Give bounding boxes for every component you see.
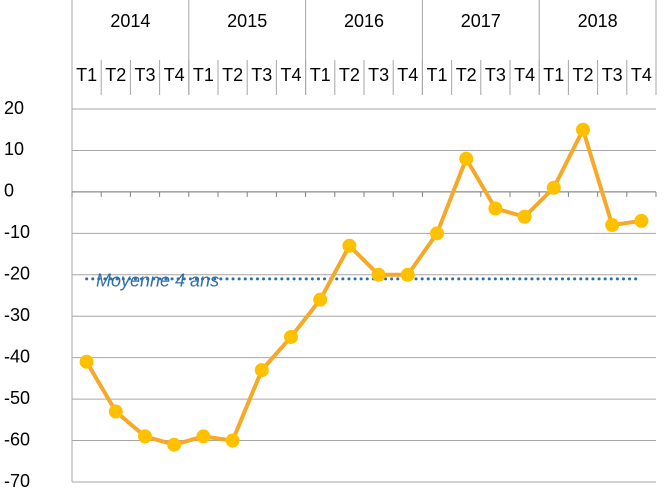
y-tick-label: 20 (4, 98, 24, 118)
quarter-label: T2 (105, 65, 126, 85)
point (108, 404, 123, 419)
point (225, 433, 240, 448)
y-tick-label: -30 (4, 305, 30, 325)
quarter-label: T3 (134, 65, 155, 85)
quarter-label: T3 (368, 65, 389, 85)
point (342, 238, 357, 253)
point (284, 329, 298, 344)
quarter-label: T2 (572, 65, 593, 85)
quarter-label: T4 (280, 65, 301, 85)
y-tick-label: -10 (4, 222, 30, 242)
y-tick-label: -40 (4, 346, 30, 366)
quarter-label: T4 (514, 65, 535, 85)
point (167, 437, 182, 452)
quarter-label: T3 (251, 65, 272, 85)
quarter-label: T1 (543, 65, 564, 85)
point (634, 213, 649, 228)
point (313, 292, 328, 307)
point (517, 209, 532, 224)
year-label: 2018 (578, 11, 618, 31)
point (430, 226, 444, 241)
quarter-label: T1 (76, 65, 97, 85)
quarter-label: T1 (310, 65, 331, 85)
quarter-label: T2 (339, 65, 360, 85)
year-label: 2017 (461, 11, 501, 31)
quarter-label: T1 (193, 65, 214, 85)
year-label: 2016 (344, 11, 384, 31)
quarter-label: T2 (456, 65, 477, 85)
y-tick-label: 0 (4, 181, 14, 201)
quarter-label: T4 (631, 65, 652, 85)
point (459, 151, 474, 166)
quarter-label: T2 (222, 65, 243, 85)
point (79, 354, 94, 369)
quarter-label: T3 (485, 65, 506, 85)
year-label: 2014 (110, 11, 150, 31)
y-tick-label: 10 (4, 139, 24, 159)
y-tick-label: -50 (4, 388, 30, 408)
point (400, 267, 415, 282)
quarter-label: T4 (164, 65, 185, 85)
point (254, 363, 269, 378)
y-tick-label: -70 (4, 471, 30, 491)
point (196, 429, 211, 444)
y-tick-label: -20 (4, 264, 30, 284)
quarter-label: T4 (397, 65, 418, 85)
quarter-label: T3 (602, 65, 623, 85)
average-label: Moyenne 4 ans (96, 271, 219, 291)
quarter-label: T1 (426, 65, 447, 85)
year-label: 2015 (227, 11, 267, 31)
y-tick-label: -60 (4, 429, 30, 449)
point (605, 218, 620, 233)
point (546, 180, 561, 195)
point (576, 122, 590, 137)
point (488, 201, 503, 216)
point (138, 429, 152, 444)
point (371, 267, 386, 282)
